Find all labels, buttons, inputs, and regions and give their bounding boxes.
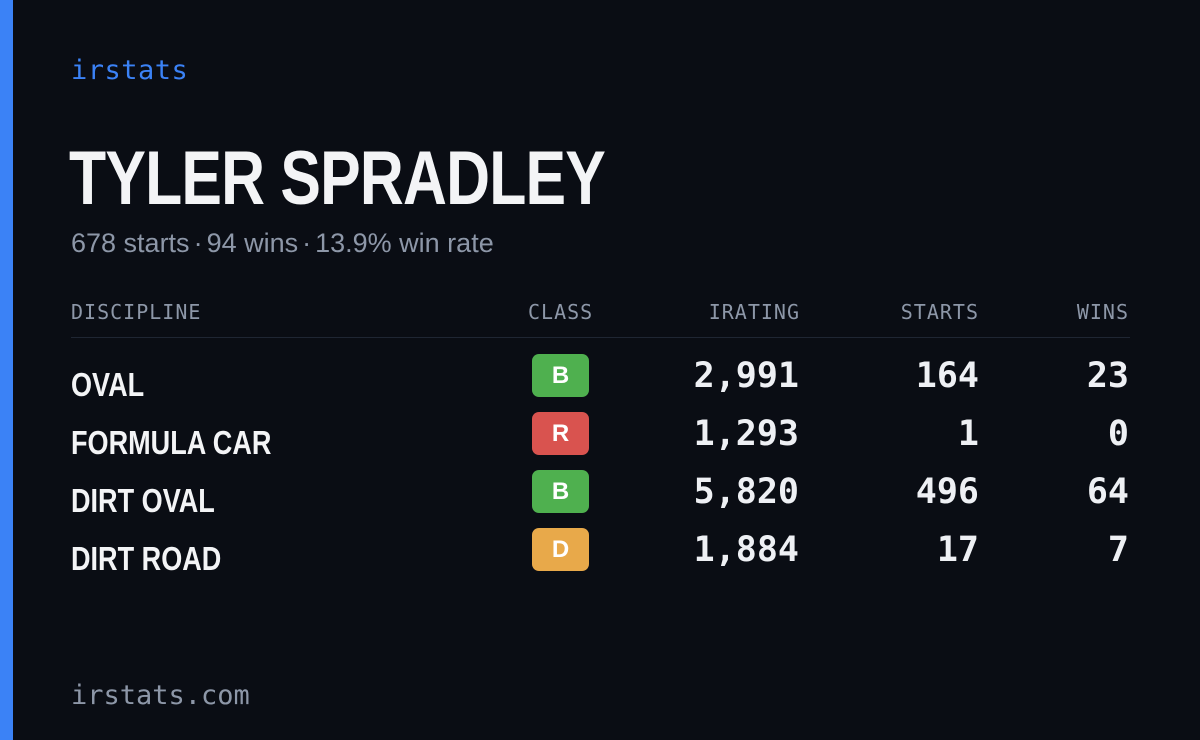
discipline-name: OVAL: [71, 366, 145, 403]
irating-value: 1,884: [693, 530, 799, 570]
class-badge: B: [532, 470, 589, 513]
wins-summary: 94 wins: [206, 228, 299, 258]
starts-value: 496: [915, 472, 979, 512]
column-header-irating: IRATING: [708, 300, 800, 324]
starts-value: 17: [936, 530, 979, 570]
wins-value: 23: [1086, 356, 1129, 396]
table-row: OVAL B 2,991 164 23: [71, 354, 1130, 412]
irating-value: 5,820: [693, 472, 799, 512]
table-row: FORMULA CAR R 1,293 1 0: [71, 412, 1130, 470]
driver-name: TYLER SPRADLEY: [69, 136, 606, 221]
separator: ·: [193, 228, 203, 258]
irating-value: 1,293: [693, 414, 799, 454]
separator: ·: [302, 228, 312, 258]
irating-value: 2,991: [693, 356, 799, 396]
class-badge: R: [532, 412, 589, 455]
table-header-row: DISCIPLINE CLASS IRATING STARTS WINS: [71, 296, 1130, 338]
table-row: DIRT OVAL B 5,820 496 64: [71, 470, 1130, 528]
column-header-starts: STARTS: [900, 300, 979, 324]
starts-summary: 678 starts: [71, 228, 190, 258]
column-header-discipline: DISCIPLINE: [71, 300, 202, 324]
discipline-name: FORMULA CAR: [71, 424, 272, 461]
table-row: DIRT ROAD D 1,884 17 7: [71, 528, 1130, 586]
brand-logo-text: irstats: [71, 55, 189, 86]
stats-table: DISCIPLINE CLASS IRATING STARTS WINS OVA…: [71, 296, 1130, 586]
class-badge: B: [532, 354, 589, 397]
accent-bar: [0, 0, 13, 740]
discipline-name: DIRT ROAD: [71, 540, 222, 577]
column-header-class: CLASS: [528, 300, 594, 324]
win-rate-summary: 13.9% win rate: [315, 228, 494, 258]
class-badge: D: [532, 528, 589, 571]
table-body: OVAL B 2,991 164 23 FORMULA CAR R 1,293 …: [71, 354, 1130, 586]
footer-site-link[interactable]: irstats.com: [71, 680, 250, 711]
starts-value: 164: [915, 356, 979, 396]
column-header-wins: WINS: [1076, 300, 1129, 324]
wins-value: 64: [1086, 472, 1129, 512]
wins-value: 0: [1107, 414, 1129, 454]
starts-value: 1: [957, 414, 979, 454]
wins-value: 7: [1107, 530, 1129, 570]
driver-summary: 678 starts · 94 wins · 13.9% win rate: [71, 228, 494, 259]
discipline-name: DIRT OVAL: [71, 482, 215, 519]
